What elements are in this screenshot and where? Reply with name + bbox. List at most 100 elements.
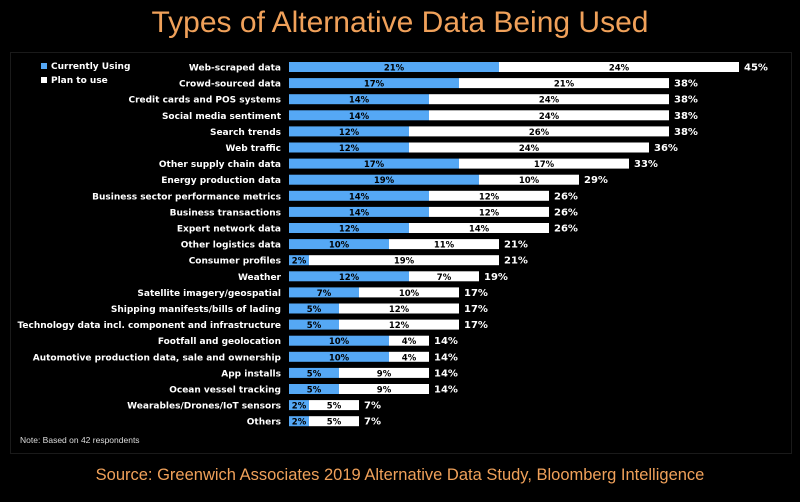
total-label: 7% <box>364 417 381 428</box>
total-label: 38% <box>674 95 698 106</box>
bar-plan-to-use <box>309 255 499 266</box>
total-label: 21% <box>504 240 528 251</box>
category-label: Web-scraped data <box>189 64 281 74</box>
data-label-plan-to-use: 5% <box>327 418 342 428</box>
data-label-currently-using: 5% <box>307 369 322 379</box>
data-label-plan-to-use: 11% <box>434 241 455 251</box>
chart-note: Note: Based on 42 respondents <box>20 435 140 445</box>
bar-currently-using <box>289 319 339 330</box>
data-label-plan-to-use: 14% <box>469 225 490 235</box>
data-label-plan-to-use: 12% <box>389 305 410 315</box>
legend-swatch-plan-to-use <box>41 77 47 83</box>
category-label: Business transactions <box>170 208 281 218</box>
bar-currently-using <box>289 239 389 250</box>
category-label: Other logistics data <box>181 241 281 251</box>
bar-plan-to-use <box>479 174 579 185</box>
total-label: 26% <box>554 224 578 235</box>
category-label: Shipping manifests/bills of lading <box>111 305 281 315</box>
data-label-currently-using: 17% <box>364 80 385 90</box>
category-label: Crowd-sourced data <box>179 80 281 90</box>
stacked-bar-chart: Web-scraped data 21% 24% 45% Crowd-sourced d… <box>17 62 768 428</box>
total-label: 19% <box>484 272 508 283</box>
total-label: 36% <box>654 143 678 154</box>
category-label: Wearables/Drones/IoT sensors <box>127 402 281 412</box>
category-label: Credit cards and POS systems <box>128 96 281 106</box>
data-label-currently-using: 14% <box>349 112 370 122</box>
category-label: Others <box>247 418 281 428</box>
bar-plan-to-use <box>339 319 459 330</box>
data-label-plan-to-use: 24% <box>609 64 630 74</box>
data-label-currently-using: 2% <box>292 418 307 428</box>
bar-currently-using <box>289 400 309 411</box>
data-label-plan-to-use: 7% <box>437 273 452 283</box>
total-label: 29% <box>584 175 608 186</box>
chart-title: Types of Alternative Data Being Used <box>151 6 649 39</box>
bar-currently-using <box>289 287 359 298</box>
data-label-currently-using: 19% <box>374 176 395 186</box>
bar-currently-using <box>289 62 499 72</box>
total-label: 38% <box>674 111 698 122</box>
bar-plan-to-use <box>309 416 359 427</box>
bar-currently-using <box>289 351 389 362</box>
bar-plan-to-use <box>359 287 459 298</box>
bar-currently-using <box>289 255 309 266</box>
data-label-currently-using: 5% <box>307 305 322 315</box>
data-label-plan-to-use: 12% <box>479 208 500 218</box>
data-label-plan-to-use: 5% <box>327 402 342 412</box>
total-label: 17% <box>464 320 488 331</box>
bar-plan-to-use <box>339 367 429 378</box>
bar-plan-to-use <box>309 400 359 411</box>
category-label: Energy production data <box>161 176 281 186</box>
total-label: 33% <box>634 159 658 170</box>
bar-currently-using <box>289 335 389 346</box>
category-label: Consumer profiles <box>189 257 281 267</box>
data-label-plan-to-use: 12% <box>479 192 500 202</box>
bar-plan-to-use <box>459 78 669 89</box>
data-label-plan-to-use: 24% <box>539 112 560 122</box>
bar-plan-to-use <box>339 384 429 394</box>
total-label: 21% <box>504 256 528 267</box>
data-label-plan-to-use: 24% <box>519 144 540 154</box>
total-label: 7% <box>364 401 381 412</box>
data-label-currently-using: 2% <box>292 402 307 412</box>
bar-currently-using <box>289 126 409 137</box>
category-label: Web traffic <box>226 144 281 154</box>
bar-currently-using <box>289 78 459 89</box>
bar-currently-using <box>289 271 409 282</box>
total-label: 14% <box>434 385 458 396</box>
data-label-plan-to-use: 19% <box>394 257 415 267</box>
category-label: Search trends <box>210 128 281 138</box>
bar-plan-to-use <box>429 190 549 201</box>
category-label: Technology data incl. component and infr… <box>17 321 281 331</box>
data-label-currently-using: 17% <box>364 160 385 170</box>
bar-plan-to-use <box>409 126 669 137</box>
bar-currently-using <box>289 384 339 394</box>
data-label-currently-using: 5% <box>307 386 322 396</box>
data-label-currently-using: 12% <box>339 128 360 138</box>
bar-currently-using <box>289 303 339 314</box>
legend-label-plan-to-use: Plan to use <box>51 76 108 86</box>
category-label: Automotive production data, sale and own… <box>33 353 282 363</box>
data-label-currently-using: 2% <box>292 257 307 267</box>
bar-currently-using <box>289 110 429 121</box>
data-label-currently-using: 10% <box>329 241 350 251</box>
chart-panel: Web-scraped data 21% 24% 45% Crowd-sourced d… <box>10 52 792 454</box>
bar-plan-to-use <box>409 142 649 153</box>
category-label: Business sector performance metrics <box>92 192 281 202</box>
category-label: Footfall and geolocation <box>158 337 281 347</box>
bar-plan-to-use <box>389 351 429 362</box>
data-label-currently-using: 14% <box>349 208 370 218</box>
data-label-plan-to-use: 12% <box>389 321 410 331</box>
total-label: 26% <box>554 207 578 218</box>
category-label: Expert network data <box>177 225 281 235</box>
total-label: 38% <box>674 79 698 90</box>
category-label: Weather <box>238 273 282 283</box>
data-label-currently-using: 12% <box>339 144 360 154</box>
data-label-plan-to-use: 21% <box>554 80 575 90</box>
category-label: Social media sentiment <box>162 112 282 122</box>
data-label-plan-to-use: 17% <box>534 160 555 170</box>
data-label-plan-to-use: 10% <box>519 176 540 186</box>
total-label: 14% <box>434 352 458 363</box>
bar-plan-to-use <box>389 335 429 346</box>
bar-plan-to-use <box>429 206 549 217</box>
